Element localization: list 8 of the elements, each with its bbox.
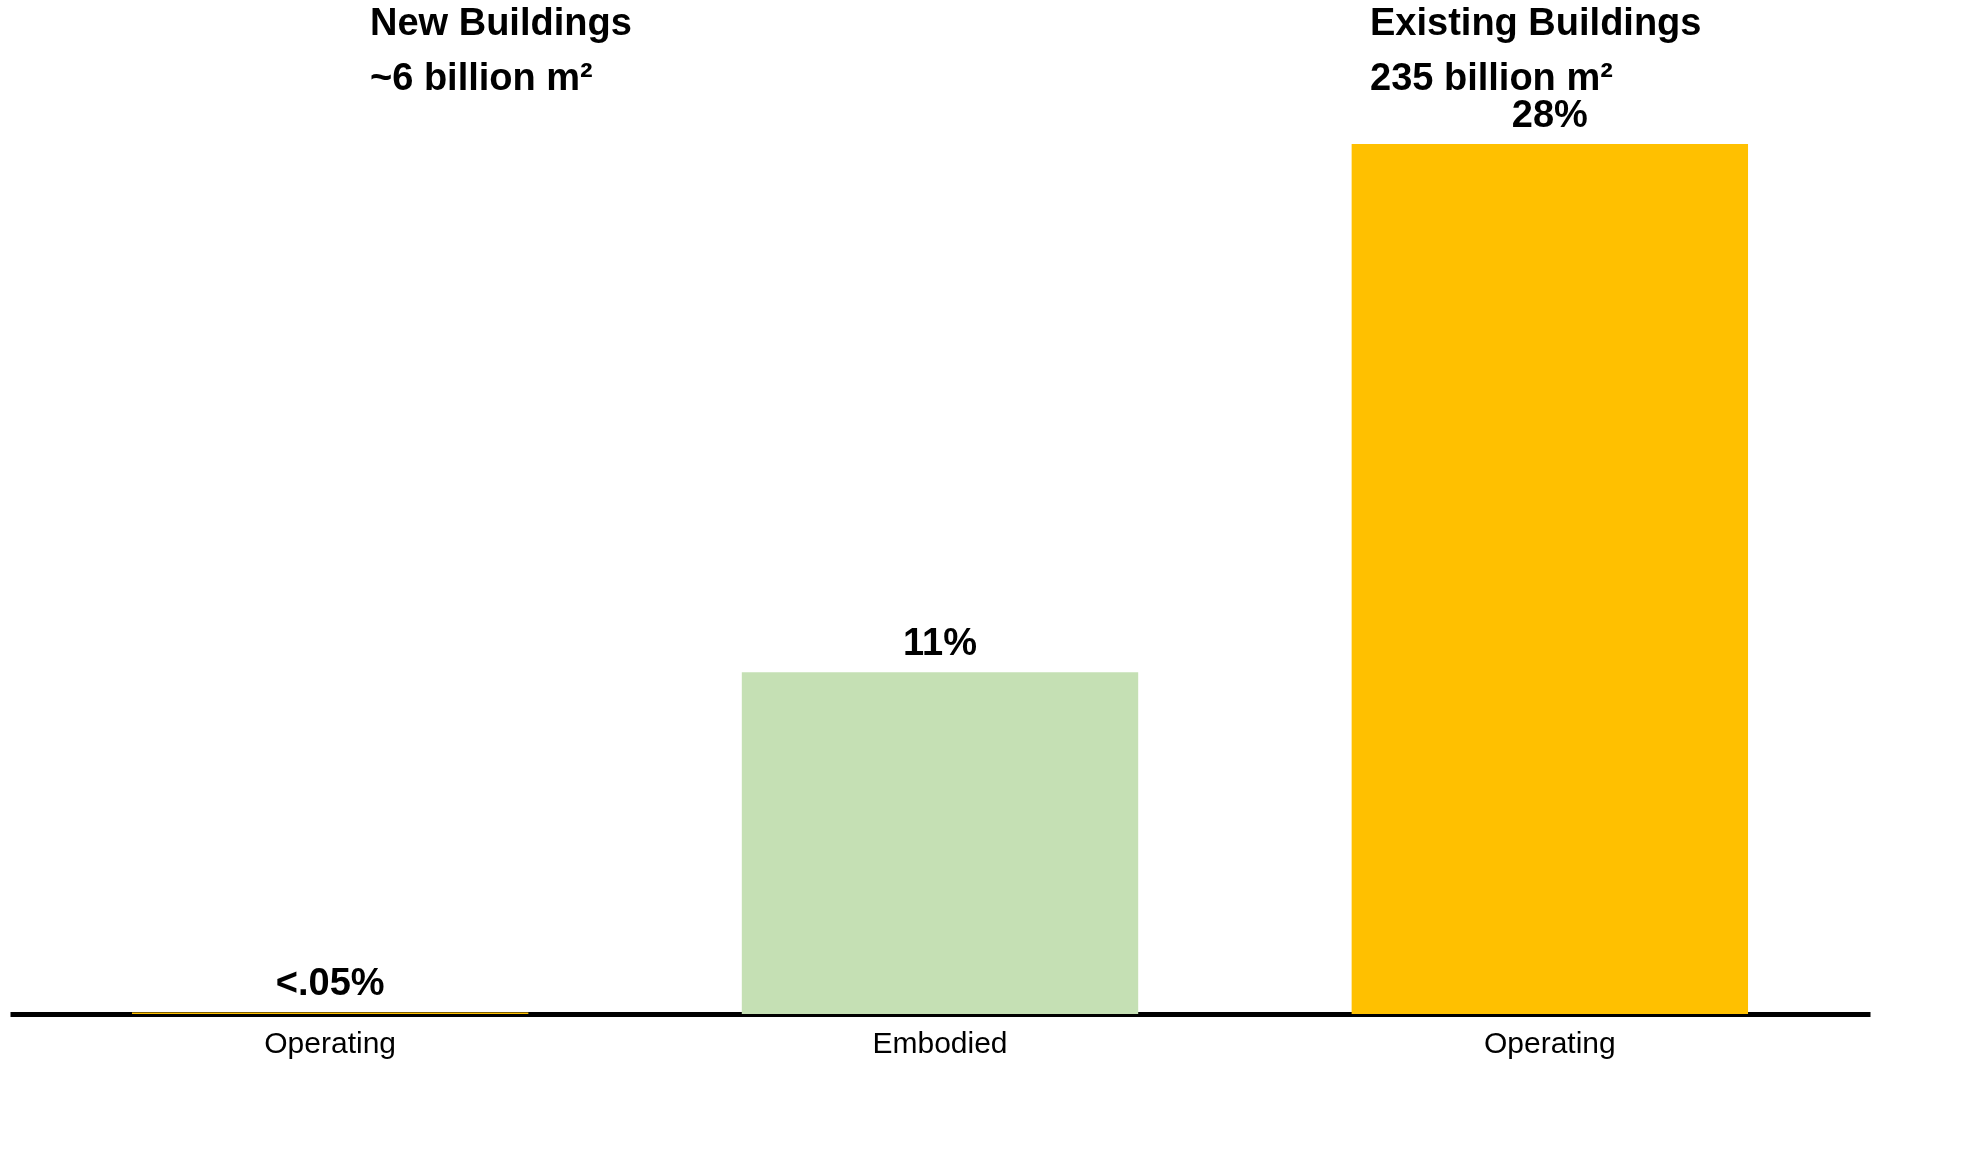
data-label: 11% [903, 621, 977, 664]
x-tick-label: Operating [1483, 1025, 1616, 1059]
text: New Buildings [370, 1, 632, 43]
x-tick-label: Operating [264, 1025, 397, 1059]
x-tick-label: Embodied [872, 1025, 1008, 1059]
data-label: <.05% [275, 961, 385, 1004]
text: ~6 billion m² [370, 56, 593, 98]
text: Existing Buildings [1370, 1, 1702, 43]
